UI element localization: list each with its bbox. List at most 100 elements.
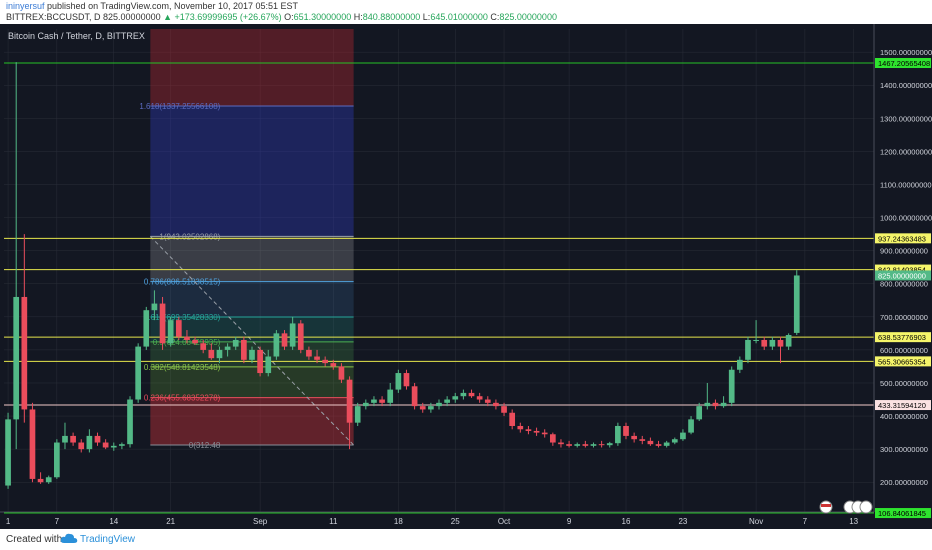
change-value: ▲ +173.69999695 (+26.67%) bbox=[163, 12, 282, 22]
price-tick-label: 200.00000000 bbox=[880, 478, 928, 487]
candle-body bbox=[94, 435, 101, 443]
candle-body bbox=[306, 349, 312, 357]
time-tick-label: 18 bbox=[394, 517, 403, 526]
fib-level-label: 0.786(806.51838515) bbox=[144, 278, 221, 287]
horizontal-level-tag bbox=[875, 58, 931, 69]
candle-body bbox=[493, 402, 499, 407]
candle-body bbox=[598, 444, 605, 446]
candle-body bbox=[793, 275, 800, 333]
candle-body bbox=[639, 439, 646, 441]
candle-body bbox=[541, 432, 548, 435]
candle-body bbox=[70, 435, 76, 443]
close-label: C: bbox=[490, 12, 500, 22]
candle-body bbox=[371, 399, 377, 403]
publish-info: published on TradingView.com, November 1… bbox=[44, 1, 299, 11]
horizontal-level-tag bbox=[875, 400, 931, 411]
footer: Created with TradingView bbox=[0, 529, 932, 550]
candle-body bbox=[606, 443, 613, 446]
candle-body bbox=[558, 442, 564, 445]
time-axis: 1 7 14 21 Sep 11 18 25 Oct 9 16 23 Nov 7 13 bbox=[0, 511, 874, 526]
time-tick-label: 23 bbox=[678, 517, 687, 526]
time-tick-label: 1 bbox=[6, 517, 11, 526]
candle-body bbox=[615, 425, 621, 444]
time-tick-label: 14 bbox=[109, 517, 118, 526]
symbol-label: BITTREX:BCCUSDT, D bbox=[6, 12, 101, 22]
time-tick-label: Nov bbox=[749, 517, 763, 526]
time-tick-label: 7 bbox=[803, 517, 808, 526]
horizontal-level-tag bbox=[875, 508, 931, 519]
close-value: 825.00000000 bbox=[499, 12, 557, 22]
horizontal-level-label: 638.53776903 bbox=[878, 333, 926, 342]
flag-icon[interactable] bbox=[859, 500, 873, 514]
candle-body bbox=[265, 356, 272, 374]
candle-body bbox=[273, 333, 280, 357]
candle-body bbox=[45, 477, 52, 483]
price-tick-label: 800.00000000 bbox=[880, 280, 928, 289]
tradingview-cloud-icon bbox=[60, 533, 78, 543]
candle-body bbox=[533, 430, 540, 433]
candle-body bbox=[566, 444, 572, 446]
high-label: H: bbox=[353, 12, 363, 22]
candle-body bbox=[736, 359, 743, 370]
high-value: 840.88000000 bbox=[362, 12, 421, 22]
price-tick-label: 1300.00000000 bbox=[880, 114, 932, 123]
candle-body bbox=[419, 406, 426, 410]
fib-level-label: 1(943.02502868) bbox=[159, 232, 220, 241]
candle-body bbox=[224, 346, 231, 350]
candle-body bbox=[590, 444, 597, 446]
author-link[interactable]: ininyersuf bbox=[6, 1, 45, 11]
tradingview-brand[interactable]: TradingView bbox=[80, 534, 136, 545]
time-tick-label: 21 bbox=[166, 517, 175, 526]
open-value: 651.30000000 bbox=[293, 12, 352, 22]
candle-body bbox=[78, 442, 85, 450]
flag-icons[interactable] bbox=[819, 500, 873, 514]
candle-body bbox=[119, 444, 125, 446]
candle-body bbox=[777, 339, 784, 347]
candle-body bbox=[484, 399, 491, 403]
candle-body bbox=[13, 296, 20, 420]
candle-body bbox=[102, 442, 109, 448]
candle-body bbox=[761, 339, 768, 347]
candle-body bbox=[452, 396, 459, 400]
horizontal-level-label: 433.31594120 bbox=[878, 401, 926, 410]
candle-body bbox=[753, 339, 759, 341]
time-tick-label: 9 bbox=[567, 517, 572, 526]
candle-body bbox=[509, 412, 516, 426]
price-tick-label: 600.00000000 bbox=[880, 346, 928, 355]
candle-body bbox=[688, 419, 694, 433]
chart-grid bbox=[4, 29, 874, 512]
candle-body bbox=[143, 310, 150, 347]
publish-header: ininyersuf published on TradingView.com,… bbox=[0, 0, 932, 24]
horizontal-level-label: 1467.20565408 bbox=[878, 59, 930, 68]
horizontal-levels: 1467.20565408 937.24363483 842.81403854 638… bbox=[4, 58, 931, 519]
created-with-label: Created with bbox=[6, 534, 63, 545]
horizontal-level-label: 842.81403854 bbox=[878, 266, 926, 275]
candle-body bbox=[167, 320, 174, 344]
fib-level-label: 1.618(1337.25566108) bbox=[139, 102, 220, 111]
price-tick-label: 900.00000000 bbox=[880, 247, 928, 256]
time-tick-label: Oct bbox=[498, 517, 511, 526]
horizontal-level-label: 106.84061845 bbox=[878, 509, 926, 518]
fib-zone bbox=[150, 29, 354, 106]
candle-body bbox=[192, 339, 198, 344]
price-chart[interactable]: 0(312.48 0.236(455.68352278) 0.382(548.814… bbox=[0, 24, 932, 529]
candle-body bbox=[574, 444, 581, 446]
candle-body bbox=[631, 435, 637, 440]
price-tick-label: 1000.00000000 bbox=[880, 214, 932, 223]
candle-body bbox=[647, 440, 654, 445]
fib-level-label: 0(312.48 bbox=[189, 441, 221, 450]
horizontal-level-tag bbox=[875, 332, 931, 343]
low-value: 645.01000000 bbox=[430, 12, 488, 22]
candle-body bbox=[663, 442, 670, 446]
price-tick-label: 1100.00000000 bbox=[880, 180, 932, 189]
price-tick-label: 1200.00000000 bbox=[880, 147, 932, 156]
flag-icon-stripe bbox=[821, 504, 831, 507]
candle-body bbox=[21, 296, 28, 410]
candle-body bbox=[501, 406, 507, 413]
candle-body bbox=[395, 373, 402, 390]
candle-body bbox=[135, 346, 142, 400]
candle-body bbox=[151, 303, 158, 311]
candle-body bbox=[37, 478, 44, 483]
candle-body bbox=[159, 303, 166, 344]
candle-body bbox=[704, 402, 711, 407]
